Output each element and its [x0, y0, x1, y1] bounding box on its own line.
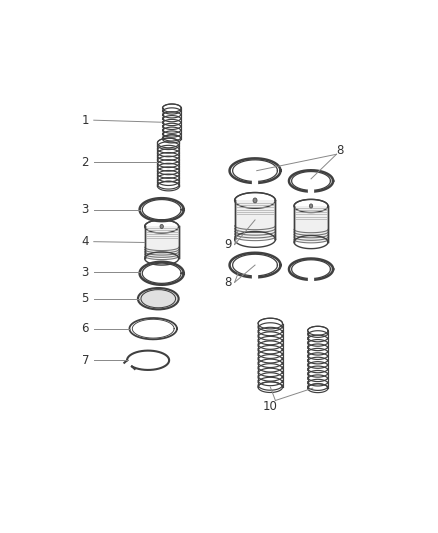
Circle shape [309, 204, 313, 208]
Text: 7: 7 [81, 354, 89, 367]
Ellipse shape [138, 288, 179, 309]
Text: 1: 1 [81, 114, 89, 127]
Text: 5: 5 [81, 292, 89, 305]
Circle shape [160, 224, 163, 229]
FancyBboxPatch shape [235, 200, 276, 239]
Circle shape [253, 198, 257, 203]
FancyBboxPatch shape [294, 206, 328, 242]
Text: 4: 4 [81, 235, 89, 248]
Text: 8: 8 [336, 144, 343, 157]
Text: 3: 3 [81, 203, 89, 216]
Text: 6: 6 [81, 322, 89, 335]
FancyBboxPatch shape [145, 227, 179, 259]
Text: 10: 10 [263, 400, 278, 413]
Text: 3: 3 [81, 266, 89, 279]
Text: 2: 2 [81, 156, 89, 169]
Text: 9: 9 [224, 238, 232, 251]
Text: 8: 8 [224, 276, 232, 289]
